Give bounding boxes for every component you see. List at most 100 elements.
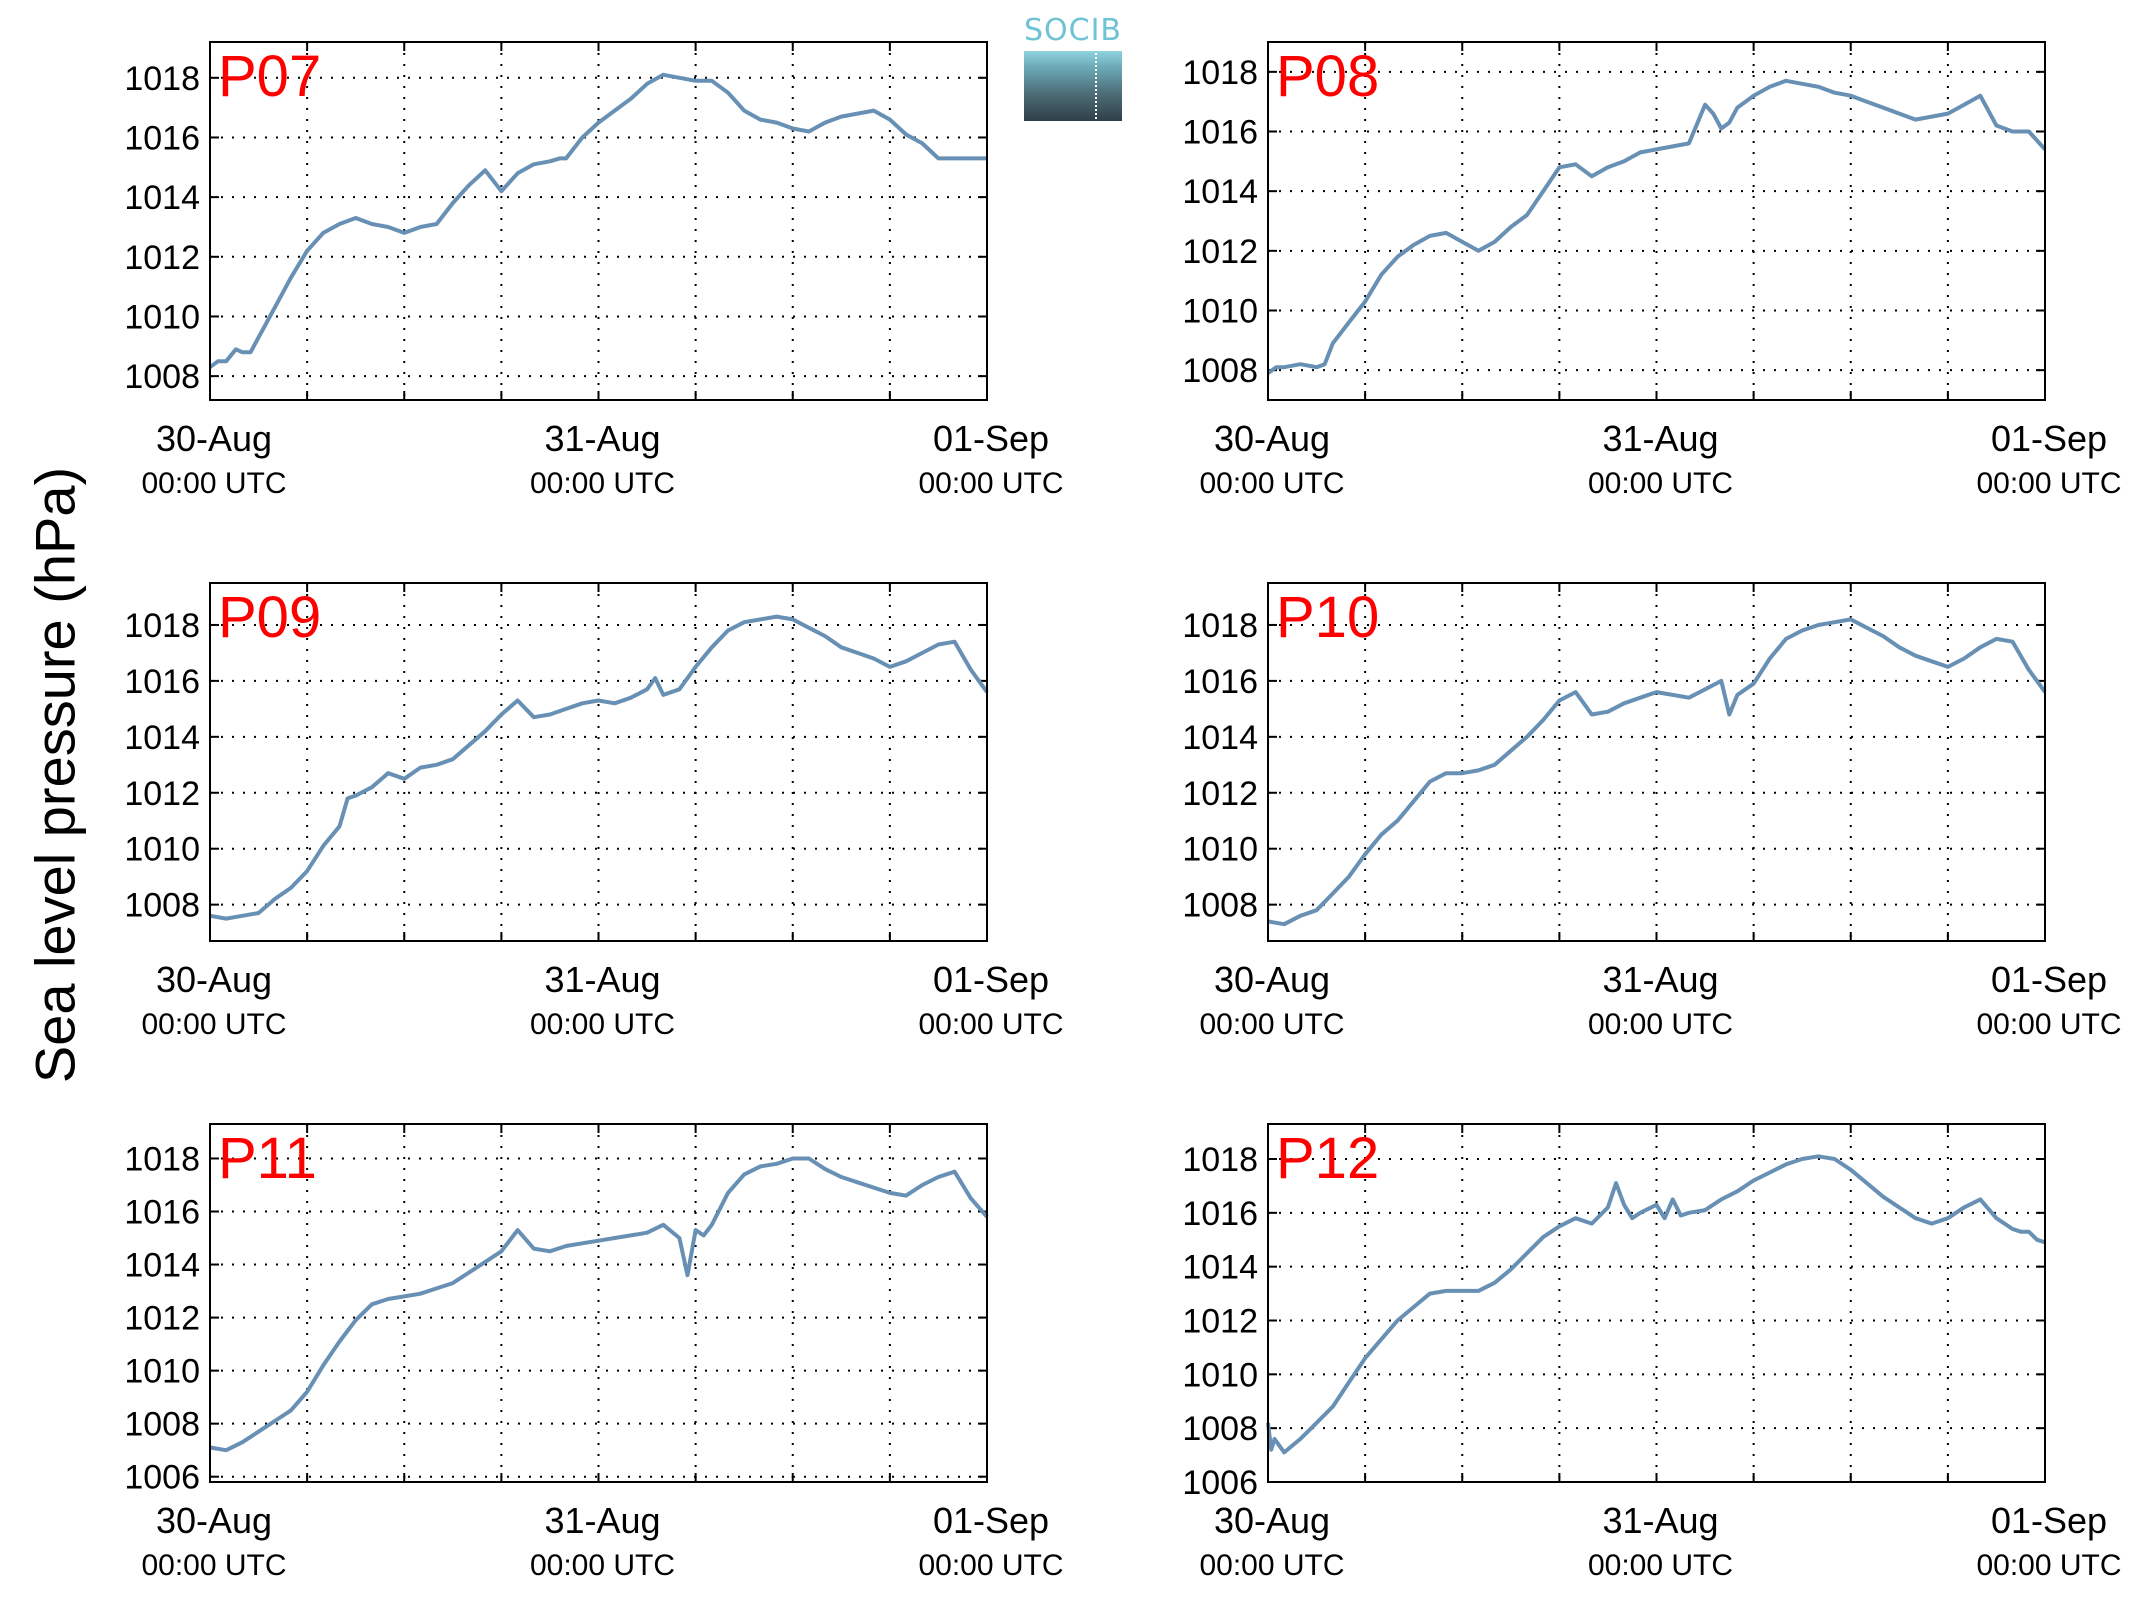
- series-line: [1267, 617, 2047, 927]
- x-tick-label-time: 00:00 UTC: [1588, 467, 1733, 500]
- y-tick-label: 1014: [124, 179, 200, 217]
- x-tick-label-date: 01-Sep: [933, 959, 1049, 1000]
- x-tick-label-time: 00:00 UTC: [918, 1008, 1063, 1041]
- y-tick-label: 1010: [124, 1353, 200, 1391]
- panel-label: P12: [1276, 1126, 1379, 1191]
- x-tick-label-time: 00:00 UTC: [1976, 1008, 2121, 1041]
- x-tick-label-date: 30-Aug: [156, 418, 272, 459]
- series-line: [208, 72, 987, 369]
- y-tick-label: 1010: [1182, 293, 1258, 331]
- y-tick-label: 1016: [124, 1194, 200, 1232]
- y-tick-label: 1016: [1182, 114, 1258, 152]
- y-tick-label: 1014: [1182, 719, 1258, 757]
- x-tick-label-date: 01-Sep: [933, 418, 1049, 459]
- x-tick-label-date: 31-Aug: [1602, 418, 1718, 459]
- y-tick-label: 1018: [124, 607, 200, 645]
- x-tick-label-date: 01-Sep: [1991, 1500, 2107, 1541]
- y-tick-label: 1016: [1182, 1195, 1258, 1233]
- x-tick-label-time: 00:00 UTC: [530, 1008, 675, 1041]
- x-tick-label-time: 00:00 UTC: [141, 1549, 286, 1582]
- x-tick-label-date: 31-Aug: [544, 418, 660, 459]
- x-tick-label-date: 31-Aug: [544, 959, 660, 1000]
- y-tick-label: 1008: [124, 358, 200, 396]
- x-tick-label-time: 00:00 UTC: [1199, 1549, 1344, 1582]
- x-tick-label-time: 00:00 UTC: [141, 1008, 286, 1041]
- axes-frame: [209, 41, 988, 401]
- y-axis-label: Sea level pressure (hPa): [23, 466, 87, 1084]
- y-tick-label: 1014: [124, 1247, 200, 1285]
- x-tick-label-time: 00:00 UTC: [530, 1549, 675, 1582]
- panel-label: P07: [218, 44, 321, 109]
- panel-p08: 1008 1010 1012 1014 1016 1018 P08 30-Aug 00:00 U…: [1182, 41, 2122, 500]
- y-tick-label: 1018: [1182, 54, 1258, 92]
- y-tick-label: 1008: [1182, 887, 1258, 925]
- series-line: [1266, 1154, 2046, 1455]
- series-line: [209, 614, 989, 921]
- socib-logo: SOCIB: [1023, 13, 1123, 121]
- y-tick-label: 1016: [1182, 663, 1258, 701]
- y-tick-label: 1016: [124, 119, 200, 157]
- y-tick-label: 1012: [124, 239, 200, 277]
- x-tick-label-time: 00:00 UTC: [918, 1549, 1063, 1582]
- x-tick-label-date: 30-Aug: [156, 959, 272, 1000]
- y-tick-label: 1008: [1182, 1410, 1258, 1448]
- x-tick-label-date: 30-Aug: [156, 1500, 272, 1541]
- logo-graphic: [1024, 51, 1122, 121]
- x-tick-label-time: 00:00 UTC: [1588, 1008, 1733, 1041]
- x-tick-label-date: 01-Sep: [933, 1500, 1049, 1541]
- y-tick-label: 1008: [124, 887, 200, 925]
- y-tick-label: 1010: [1182, 831, 1258, 869]
- y-tick-label: 1014: [124, 719, 200, 757]
- panel-p12: 1006 1008 1010 1012 1014 1016 1018 P12 30-Aug 00:…: [1182, 1123, 2122, 1582]
- y-tick-label: 1006: [124, 1459, 200, 1497]
- axes-frame: [1267, 1123, 2046, 1483]
- axes-frame: [209, 582, 988, 942]
- panel-p09: 1008 1010 1012 1014 1016 1018 P09 30-Aug 00:00 U…: [124, 582, 1064, 1041]
- panel-p07: 1008 1010 1012 1014 1016 1018 P07 30-Aug 00:00 U…: [124, 41, 1064, 500]
- x-tick-label-time: 00:00 UTC: [141, 467, 286, 500]
- y-tick-label: 1012: [1182, 775, 1258, 813]
- x-tick-label-time: 00:00 UTC: [1199, 467, 1344, 500]
- y-tick-label: 1018: [124, 60, 200, 98]
- y-tick-label: 1012: [124, 1300, 200, 1338]
- x-tick-label-date: 31-Aug: [1602, 1500, 1718, 1541]
- y-tick-label: 1008: [124, 1406, 200, 1444]
- x-tick-label-date: 31-Aug: [544, 1500, 660, 1541]
- y-tick-label: 1010: [124, 298, 200, 336]
- axes-frame: [209, 1123, 988, 1483]
- x-tick-label-time: 00:00 UTC: [1199, 1008, 1344, 1041]
- panel-label: P11: [218, 1126, 317, 1191]
- x-tick-label-date: 30-Aug: [1214, 418, 1330, 459]
- y-tick-label: 1018: [1182, 607, 1258, 645]
- panel-label: P09: [218, 585, 321, 650]
- y-tick-label: 1018: [1182, 1141, 1258, 1179]
- x-tick-label-time: 00:00 UTC: [1976, 467, 2121, 500]
- x-tick-label-time: 00:00 UTC: [1588, 1549, 1733, 1582]
- x-tick-label-date: 01-Sep: [1991, 418, 2107, 459]
- axes-frame: [1267, 41, 2046, 401]
- y-tick-label: 1010: [124, 831, 200, 869]
- series-line: [1266, 78, 2047, 375]
- panel-p10: 1008 1010 1012 1014 1016 1018 P10 30-Aug 00:00 U…: [1182, 582, 2122, 1041]
- panel-label: P08: [1276, 44, 1379, 109]
- x-tick-label-date: 30-Aug: [1214, 959, 1330, 1000]
- x-tick-label-time: 00:00 UTC: [1976, 1549, 2121, 1582]
- x-tick-label-time: 00:00 UTC: [918, 467, 1063, 500]
- y-tick-label: 1014: [1182, 173, 1258, 211]
- y-tick-label: 1008: [1182, 352, 1258, 390]
- y-tick-label: 1012: [1182, 233, 1258, 271]
- y-tick-label: 1014: [1182, 1249, 1258, 1287]
- y-tick-label: 1016: [124, 663, 200, 701]
- y-tick-label: 1010: [1182, 1356, 1258, 1394]
- panel-p11: 1006 1008 1010 1012 1014 1016 1018 P11 30-Aug 00:…: [124, 1123, 1064, 1582]
- series-line: [209, 1156, 989, 1453]
- x-tick-label-date: 01-Sep: [1991, 959, 2107, 1000]
- x-tick-label-date: 31-Aug: [1602, 959, 1718, 1000]
- y-tick-label: 1018: [124, 1140, 200, 1178]
- x-tick-label-time: 00:00 UTC: [530, 467, 675, 500]
- y-tick-label: 1012: [124, 775, 200, 813]
- panel-label: P10: [1276, 585, 1379, 650]
- axes-frame: [1267, 582, 2046, 942]
